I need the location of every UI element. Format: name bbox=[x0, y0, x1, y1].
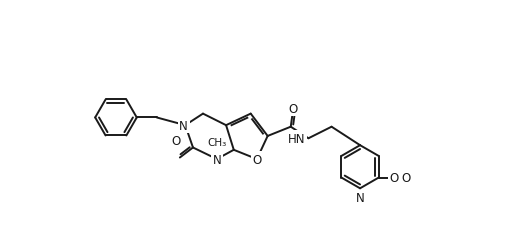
Text: HN: HN bbox=[288, 132, 306, 145]
Text: O: O bbox=[288, 102, 298, 115]
Text: N: N bbox=[179, 119, 188, 132]
Text: O: O bbox=[401, 171, 410, 184]
Text: O: O bbox=[172, 134, 180, 147]
Text: O: O bbox=[389, 171, 399, 184]
Text: N: N bbox=[212, 153, 221, 166]
Text: O: O bbox=[252, 153, 262, 166]
Text: N: N bbox=[356, 191, 364, 204]
Text: CH₃: CH₃ bbox=[207, 137, 226, 147]
Text: CH₃: CH₃ bbox=[207, 140, 226, 150]
